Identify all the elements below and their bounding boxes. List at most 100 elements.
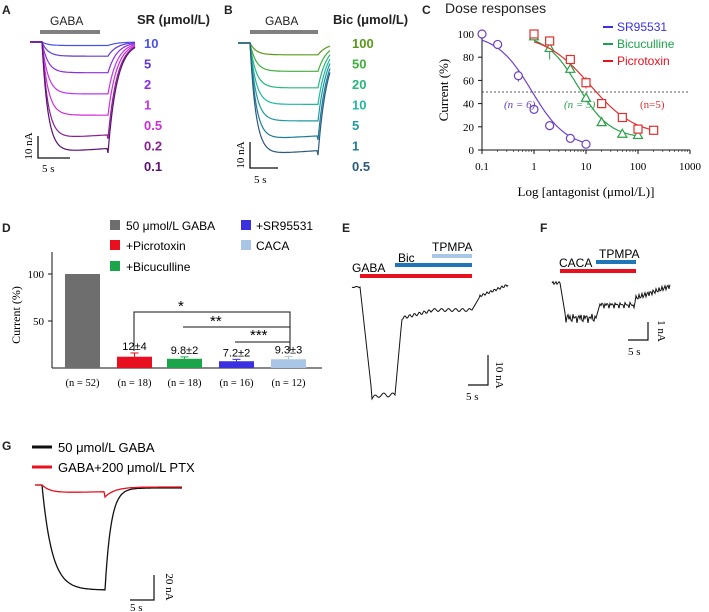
panel-c-title: Dose responses bbox=[445, 0, 546, 16]
trace-0.5 bbox=[30, 41, 136, 116]
panel-d-legend: 50 μmol/L GABA +SR95531 +Picrotoxin CACA… bbox=[110, 219, 313, 274]
panel-f-scale-y: 1 nA bbox=[655, 320, 667, 342]
panel-b-traces bbox=[238, 42, 331, 156]
panel-c-ytick-label: 40 bbox=[463, 99, 475, 111]
legend-swatch-picrotoxin-d bbox=[110, 240, 120, 250]
concentration-label: 5 bbox=[352, 118, 359, 133]
sig-bracket-ptx-caca bbox=[133, 311, 291, 351]
panel-e-gaba-label: GABA bbox=[352, 261, 385, 275]
panel-g-label: G bbox=[2, 439, 11, 453]
bar-n-label: (n = 12) bbox=[272, 378, 306, 389]
sig-star-3: *** bbox=[250, 327, 268, 344]
panel-e-trace bbox=[351, 284, 509, 401]
panel-c-n-sr: (n = 6) bbox=[504, 99, 536, 111]
legend-label-picrotoxin: Picrotoxin bbox=[617, 54, 670, 68]
panel-a-scale-y: 10 nA bbox=[23, 132, 35, 159]
legend-label-picrotoxin-d: +Picrotoxin bbox=[126, 239, 186, 253]
concentration-label: 2 bbox=[144, 77, 151, 92]
trace-0.5 bbox=[238, 42, 331, 156]
panel-c-ytick-label: 60 bbox=[463, 75, 475, 87]
concentration-label: 1 bbox=[144, 98, 151, 113]
panel-a-traces bbox=[30, 41, 136, 154]
panel-b-scale-y: 10 nA bbox=[235, 141, 247, 168]
concentration-label: 10 bbox=[352, 98, 366, 113]
panel-g-scale-x: 5 s bbox=[130, 602, 143, 612]
panel-e-scale-x: 5 s bbox=[466, 391, 479, 403]
panel-a-scalebar-lines bbox=[37, 136, 70, 159]
panel-c-n-ptx: (n=5) bbox=[640, 99, 665, 111]
legend-label-gaba: 50 μmol/L GABA bbox=[126, 219, 215, 233]
legend-label-ptx-g: GABA+200 μmol/L PTX bbox=[58, 460, 195, 475]
legend-swatch-caca bbox=[241, 240, 251, 250]
panel-f-label: F bbox=[540, 221, 547, 235]
trace-2 bbox=[30, 41, 136, 74]
panel-c-legend: SR95531 Bicuculline Picrotoxin bbox=[603, 20, 675, 68]
bar bbox=[117, 356, 152, 368]
bar bbox=[65, 274, 100, 368]
panel-d: D 50 μmol/L GABA +SR95531 +Picrotoxin CA… bbox=[2, 219, 322, 389]
point-sr95531 bbox=[493, 39, 503, 50]
concentration-label: 0.5 bbox=[144, 118, 162, 133]
concentration-label: 10 bbox=[144, 36, 158, 51]
concentration-label: 0.5 bbox=[352, 159, 370, 174]
panel-b-label: B bbox=[224, 3, 233, 17]
panel-c-ytick-label: 0 bbox=[469, 145, 475, 157]
panel-b-gaba-bar bbox=[250, 30, 318, 34]
panel-a-legend-title: SR (μmol/L) bbox=[137, 12, 210, 27]
panel-b: B GABA Bic (μmol/L) 100 50 20 10 5 1 0.5 10 nA… bbox=[224, 3, 408, 186]
panel-a-concentrations: 10 5 2 1 0.5 0.2 0.1 bbox=[144, 36, 162, 174]
panel-c: C Dose responses 0 20 40 60 80 100 0.1 1 10 100 10… bbox=[422, 0, 702, 199]
legend-label-bicuculline-d: +Bicuculline bbox=[126, 260, 191, 274]
panel-b-scalebar: 10 nA 5 s bbox=[235, 141, 278, 186]
point-sr95531 bbox=[529, 104, 539, 115]
panel-c-xtick-label: 1000 bbox=[679, 161, 702, 173]
trace-5 bbox=[30, 41, 136, 57]
bar bbox=[271, 359, 306, 368]
trace-10 bbox=[238, 42, 331, 105]
legend-label-caca: CACA bbox=[256, 239, 289, 253]
panel-e-bic-label: Bic bbox=[398, 251, 415, 265]
panel-e-tpmpa-label: TPMPA bbox=[432, 240, 472, 254]
trace-5 bbox=[238, 42, 331, 122]
panel-g-trace-ptx bbox=[35, 484, 182, 499]
panel-d-significance: * ** *** bbox=[133, 298, 291, 351]
point-picrotoxin bbox=[633, 124, 643, 134]
panel-g-scalebar-lines bbox=[130, 575, 155, 601]
panel-b-scalebar-lines bbox=[249, 142, 278, 169]
bar-n-label: (n = 18) bbox=[118, 378, 152, 389]
point-bicuculline bbox=[596, 116, 608, 127]
panel-e-scalebar-lines bbox=[468, 355, 489, 386]
panel-c-ytick-label: 20 bbox=[463, 122, 475, 134]
point-sr95531 bbox=[581, 139, 591, 149]
panel-a-gaba-label: GABA bbox=[50, 14, 83, 28]
bar-value-label: 9.3±3 bbox=[275, 344, 302, 356]
panel-g-trace-gaba bbox=[35, 484, 182, 591]
point-picrotoxin bbox=[529, 29, 539, 39]
bar-value-label: 7.2±2 bbox=[223, 347, 250, 359]
point-picrotoxin bbox=[581, 78, 591, 88]
point-picrotoxin bbox=[545, 36, 555, 46]
panel-f-tpmpa-label: TPMPA bbox=[599, 247, 639, 261]
panel-b-scale-x: 5 s bbox=[254, 174, 267, 186]
panel-d-ticks: 50 100 bbox=[28, 269, 52, 328]
panel-c-label: C bbox=[422, 3, 431, 17]
panel-f: F CACA TPMPA 1 nA 5 s bbox=[540, 221, 671, 358]
panel-d-ylabel: Current (%) bbox=[9, 286, 23, 344]
panel-b-concentrations: 100 50 20 10 5 1 0.5 bbox=[352, 36, 374, 174]
panel-c-ytick-label: 80 bbox=[463, 52, 475, 64]
panel-f-caca-label: CACA bbox=[559, 256, 592, 270]
panel-a-gaba-bar bbox=[40, 30, 100, 34]
panel-e-bic-bar bbox=[395, 263, 472, 267]
panel-d-bars: (n = 52) (n = 18) (n = 18) (n = 16) (n = 12)… bbox=[65, 274, 306, 389]
bar-n-label: (n = 52) bbox=[66, 378, 100, 389]
panel-c-xtick-label: 10 bbox=[581, 161, 593, 173]
panel-e-label: E bbox=[342, 221, 350, 235]
panel-c-ticks: 0 20 40 60 80 100 0.1 1 10 100 1000 bbox=[458, 29, 702, 173]
legend-swatch-gaba bbox=[110, 220, 120, 230]
concentration-label: 1 bbox=[352, 139, 359, 154]
panel-a-scale-x: 5 s bbox=[42, 163, 55, 175]
point-sr95531 bbox=[565, 133, 575, 143]
panel-f-scale-x: 5 s bbox=[628, 346, 641, 358]
panel-c-xtick-label: 1 bbox=[531, 161, 537, 173]
legend-label-gaba-g: 50 μmol/L GABA bbox=[58, 440, 155, 455]
